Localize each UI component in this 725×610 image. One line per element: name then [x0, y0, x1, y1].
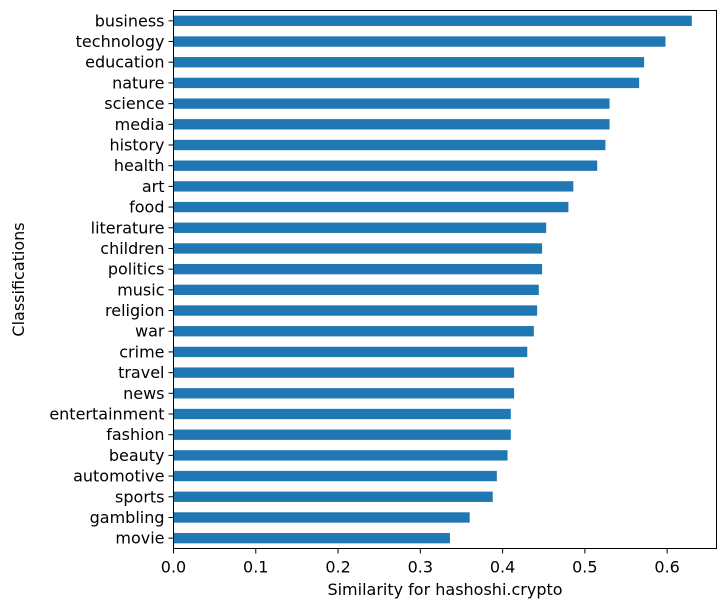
y-tick-label-war: war: [135, 322, 165, 341]
y-tick-label-health: health: [114, 156, 165, 175]
y-tick-label-news: news: [123, 384, 164, 403]
x-tick-label: 0.2: [325, 558, 350, 577]
bar-children: [173, 243, 543, 254]
y-tick-label-travel: travel: [118, 363, 164, 382]
y-tick-label-history: history: [109, 136, 164, 155]
bar-news: [173, 388, 515, 399]
x-tick-label: 0.0: [161, 558, 186, 577]
bar-business: [173, 15, 692, 27]
bar-food: [173, 201, 569, 213]
y-tick-label-technology: technology: [76, 32, 165, 51]
y-tick-label-gambling: gambling: [90, 508, 165, 527]
y-tick-label-business: business: [95, 11, 165, 30]
bar-history: [173, 139, 606, 151]
x-tick-label: 0.5: [572, 558, 597, 577]
y-tick-label-beauty: beauty: [109, 446, 165, 465]
bar-health: [173, 160, 598, 171]
y-axis-label: Classifications: [9, 222, 28, 336]
x-axis-ticks: 0.0 0.1 0.2 0.3 0.4 0.5 0.6: [161, 548, 680, 577]
bar-politics: [173, 263, 543, 275]
y-tick-label-music: music: [117, 280, 164, 299]
y-tick-label-movie: movie: [115, 529, 164, 548]
bar-art: [173, 181, 574, 192]
x-tick-label: 0.1: [243, 558, 268, 577]
y-tick-label-art: art: [142, 177, 165, 196]
bar-fashion: [173, 429, 511, 440]
y-tick-label-literature: literature: [91, 218, 165, 237]
bar-media: [173, 119, 610, 130]
y-tick-label-religion: religion: [105, 301, 165, 320]
x-tick-label: 0.3: [408, 558, 433, 577]
y-tick-label-nature: nature: [112, 73, 164, 92]
x-tick-label: 0.6: [654, 558, 679, 577]
bar-science: [173, 98, 610, 109]
bar-gambling: [173, 512, 470, 523]
bar-literature: [173, 222, 547, 233]
bar-crime: [173, 346, 528, 358]
bar-beauty: [173, 450, 508, 461]
plot-frame: [173, 10, 717, 549]
bar-travel: [173, 367, 515, 378]
y-tick-label-automotive: automotive: [73, 467, 164, 486]
y-tick-label-education: education: [85, 53, 164, 72]
y-tick-label-media: media: [115, 115, 165, 134]
bar-nature: [173, 77, 640, 89]
y-tick-label-food: food: [129, 198, 164, 217]
bar-entertainment: [173, 408, 511, 420]
bar-movie: [173, 532, 450, 544]
y-tick-label-children: children: [100, 239, 164, 258]
bars-group: [173, 15, 692, 544]
bar-education: [173, 57, 645, 68]
y-tick-label-crime: crime: [119, 342, 164, 361]
bar-automotive: [173, 470, 497, 482]
y-tick-label-entertainment: entertainment: [49, 405, 164, 424]
x-axis-label: Similarity for hashoshi.crypto: [327, 580, 562, 599]
y-tick-label-science: science: [104, 94, 164, 113]
bar-music: [173, 284, 539, 296]
y-tick-label-politics: politics: [108, 260, 165, 279]
bar-technology: [173, 36, 666, 47]
bar-sports: [173, 491, 493, 502]
bar-war: [173, 326, 534, 337]
y-tick-label-fashion: fashion: [106, 425, 164, 444]
x-tick-label: 0.4: [490, 558, 515, 577]
y-tick-label-sports: sports: [115, 487, 164, 506]
bar-religion: [173, 305, 538, 316]
